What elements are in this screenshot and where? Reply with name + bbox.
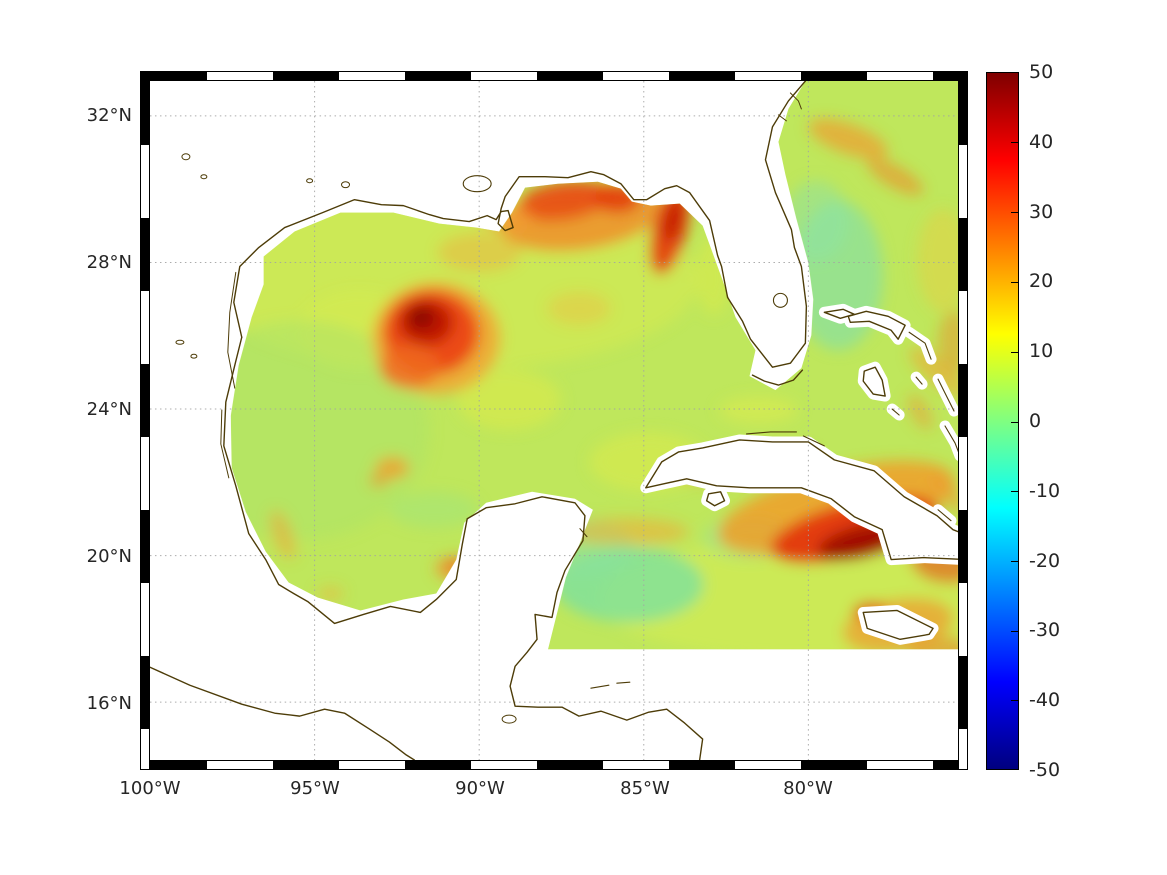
colorbar-tick bbox=[1011, 561, 1018, 562]
coastline-mexico-yucatan-belize bbox=[223, 336, 704, 760]
x-tick-label-90w: 90°W bbox=[455, 778, 505, 799]
colorbar-label-20: 20 bbox=[1029, 270, 1054, 292]
frame-checker-left bbox=[141, 72, 149, 769]
coastline-us-gulf-florida bbox=[233, 81, 808, 368]
small-lake-2 bbox=[200, 174, 208, 180]
colorbar-tick bbox=[1011, 631, 1018, 632]
colorbar-tick bbox=[1011, 491, 1018, 492]
colorbar-label-m40: -40 bbox=[1029, 689, 1061, 711]
colorbar-label-50: 50 bbox=[1029, 61, 1054, 83]
colorbar-label-m20: -20 bbox=[1029, 550, 1061, 572]
coastline-georgia-detail bbox=[777, 92, 802, 122]
lake-pontchartrain bbox=[462, 175, 492, 193]
colorbar-tick bbox=[1011, 422, 1018, 423]
small-lake-5 bbox=[175, 339, 185, 345]
frame-checker-right bbox=[959, 72, 967, 769]
colorbar-label-m50: -50 bbox=[1029, 759, 1061, 781]
x-tick-label-80w: 80°W bbox=[783, 778, 833, 799]
colorbar-gradient bbox=[987, 73, 1018, 769]
colorbar bbox=[986, 72, 1019, 770]
x-tick-label-85w: 85°W bbox=[620, 778, 670, 799]
lake-okeechobee bbox=[772, 292, 788, 308]
colorbar-label-m10: -10 bbox=[1029, 480, 1061, 502]
coastline-bahama-cays bbox=[891, 331, 958, 522]
y-tick-label-24n: 24°N bbox=[86, 399, 132, 420]
coastline-florida-keys bbox=[751, 369, 804, 386]
frame-checker-bottom bbox=[141, 761, 967, 769]
island-abaco bbox=[847, 310, 906, 340]
island-landmasses bbox=[645, 308, 958, 641]
colorbar-label-0: 0 bbox=[1029, 410, 1042, 432]
island-grand-bahama bbox=[823, 308, 855, 319]
island-cuba bbox=[645, 439, 958, 561]
colorbar-tick bbox=[1011, 700, 1018, 701]
island-jamaica bbox=[862, 609, 934, 641]
coastline-pacific-mexico bbox=[150, 666, 416, 760]
coastline-honduras-islands bbox=[579, 528, 631, 689]
small-lake-6 bbox=[190, 353, 198, 359]
barrier-lagoon-texas bbox=[227, 271, 237, 389]
small-lake-3 bbox=[306, 178, 314, 184]
y-tick-label-32n: 32°N bbox=[86, 105, 132, 126]
map-svg bbox=[150, 81, 958, 760]
island-isle-of-youth bbox=[705, 491, 726, 507]
x-tick-label-100w: 100°W bbox=[119, 778, 181, 799]
heatmap-layer bbox=[230, 81, 958, 650]
frame-checker-top bbox=[141, 72, 967, 80]
island-andros bbox=[862, 366, 886, 397]
barrier-lagoon-mexico bbox=[220, 409, 230, 479]
colorbar-label-40: 40 bbox=[1029, 131, 1054, 153]
coastlines bbox=[150, 81, 958, 760]
colorbar-label-30: 30 bbox=[1029, 201, 1054, 223]
coastline-cuba-north-cays bbox=[745, 431, 825, 447]
small-lake-1 bbox=[181, 153, 191, 161]
small-lake-4 bbox=[341, 181, 351, 189]
colorbar-tick bbox=[1011, 282, 1018, 283]
y-tick-label-20n: 20°N bbox=[86, 546, 132, 567]
colorbar-tick bbox=[1011, 142, 1018, 143]
graticule-grid bbox=[150, 81, 958, 760]
colorbar-label-10: 10 bbox=[1029, 340, 1054, 362]
y-tick-label-16n: 16°N bbox=[86, 693, 132, 714]
map-frame bbox=[140, 71, 968, 770]
colorbar-label-m30: -30 bbox=[1029, 619, 1061, 641]
map-plot-area bbox=[149, 80, 959, 761]
colorbar-tick bbox=[1011, 212, 1018, 213]
y-tick-label-28n: 28°N bbox=[86, 252, 132, 273]
x-tick-label-95w: 95°W bbox=[290, 778, 340, 799]
lake-izabal bbox=[501, 714, 517, 724]
colorbar-tick bbox=[1011, 352, 1018, 353]
